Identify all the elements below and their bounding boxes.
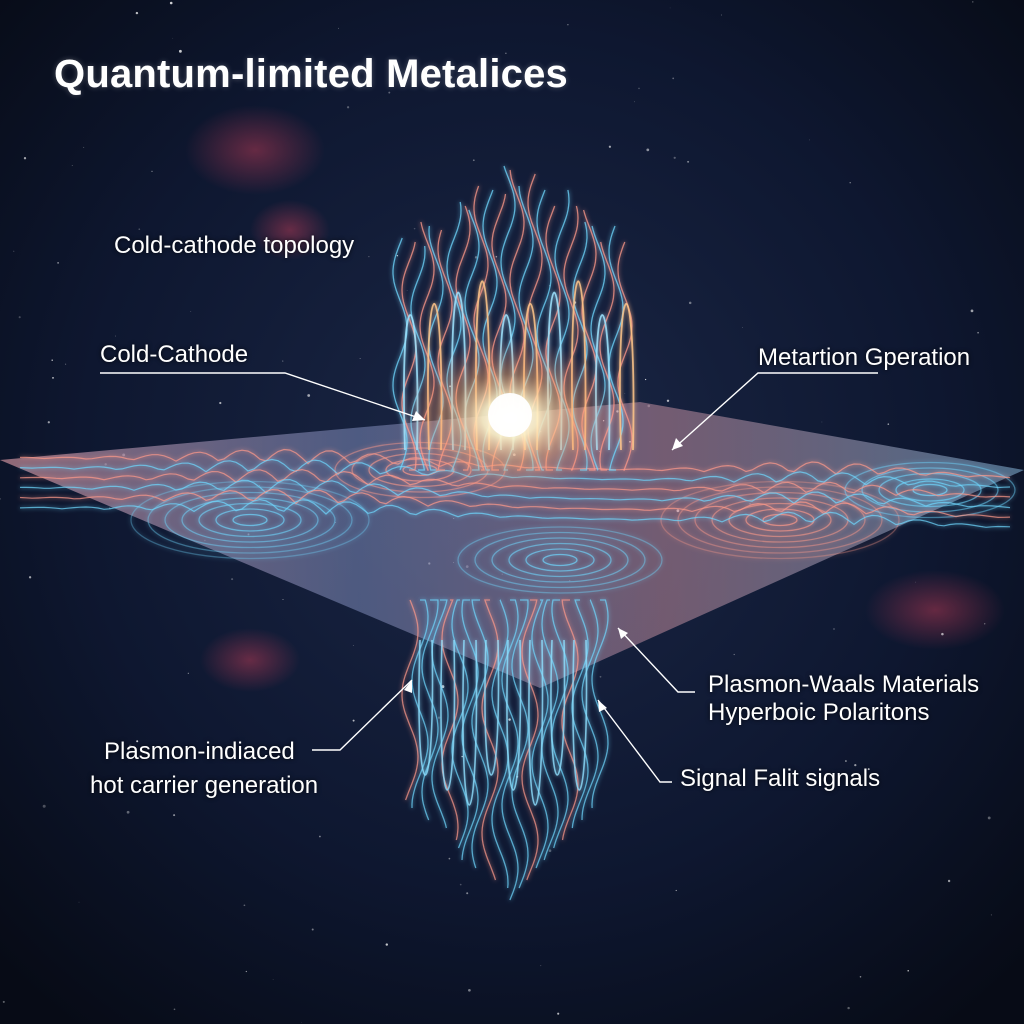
- label-cold-cathode-topology: Cold-cathode topology: [114, 232, 355, 259]
- leader-line-metartion: [671, 372, 878, 451]
- label-signal-falit-signals: Signal Falit signals: [680, 765, 881, 792]
- label-plasmon-waals-materials: Plasmon-Waals Materials: [708, 671, 980, 698]
- label-hyperboic-polaritons: Hyperboic Polaritons: [708, 699, 930, 726]
- leader-line-plasmon-waals: [617, 627, 695, 693]
- emission-core: [488, 393, 532, 437]
- downward-wave-bundle: [401, 599, 609, 901]
- label-hot-carrier-generation: hot carrier generation: [90, 772, 319, 799]
- label-metartion-gperation: Metartion Gperation: [758, 344, 971, 371]
- leader-lines: [100, 372, 878, 783]
- leader-line-signal-falit: [597, 699, 672, 783]
- leader-arrowheads: [404, 411, 683, 712]
- leader-line-plasmon-indiaced: [312, 679, 413, 751]
- nebula-clouds: [185, 105, 1005, 692]
- leader-line-cold-cathode: [100, 372, 426, 421]
- label-plasmon-indiaced: Plasmon-indiaced: [104, 738, 295, 765]
- label-cold-cathode: Cold-Cathode: [100, 341, 249, 368]
- diagram-title: Quantum-limited Metalices: [54, 52, 568, 96]
